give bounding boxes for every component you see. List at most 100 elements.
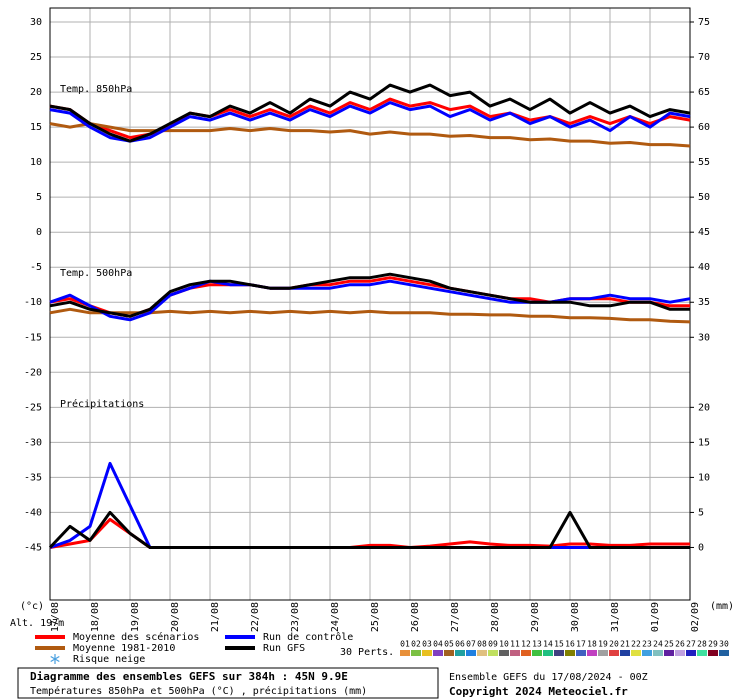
perturbation-swatch	[532, 650, 542, 656]
perturbation-label: 13	[532, 640, 542, 649]
perturbation-swatch	[664, 650, 674, 656]
x-tick-label: 24/08	[330, 602, 341, 632]
perturbation-label: 07	[466, 640, 476, 649]
footer-run: Ensemble GEFS du 17/08/2024 - 00Z	[449, 672, 648, 683]
perturbation-label: 17	[576, 640, 586, 649]
x-tick-label: 29/08	[530, 602, 541, 632]
y2-tick-label: 50	[698, 192, 710, 203]
y-tick-label: 10	[30, 157, 42, 168]
perturbation-swatch	[587, 650, 597, 656]
legend-label: Moyenne 1981-2010	[73, 643, 175, 654]
y-tick-label: -10	[24, 297, 42, 308]
y-tick-label: -40	[24, 507, 42, 518]
perturbation-swatch	[422, 650, 432, 656]
y-tick-label: -35	[24, 472, 42, 483]
perturbation-swatch	[598, 650, 608, 656]
perturbation-label: 03	[422, 640, 432, 649]
perturbation-swatch	[554, 650, 564, 656]
perturbation-swatch	[499, 650, 509, 656]
y-axis-unit: (°c)	[20, 601, 44, 612]
x-tick-label: 21/08	[210, 602, 221, 632]
perturbation-swatch	[686, 650, 696, 656]
perturbation-swatch	[675, 650, 685, 656]
snow-icon	[50, 654, 60, 664]
perturbation-swatch	[510, 650, 520, 656]
perturbation-swatch	[609, 650, 619, 656]
series-line	[49, 307, 691, 324]
perturbation-label: 11	[510, 640, 520, 649]
plot-frame	[49, 7, 691, 601]
perturbation-label: 21	[620, 640, 630, 649]
y-tick-label: -45	[24, 542, 42, 553]
x-tick-label: 01/09	[650, 602, 661, 632]
x-tick-label: 17/08	[50, 602, 61, 632]
perturbation-swatch	[433, 650, 443, 656]
y2-tick-label: 15	[698, 437, 710, 448]
y-tick-label: 20	[30, 87, 42, 98]
legend-label: Run GFS	[263, 643, 305, 654]
perturbation-label: 10	[499, 640, 509, 649]
x-tick-label: 19/08	[130, 602, 141, 632]
x-tick-label: 27/08	[450, 602, 461, 632]
x-tick-label: 20/08	[170, 602, 181, 632]
series-line	[49, 101, 691, 143]
perturbation-swatch	[719, 650, 729, 656]
x-tick-label: 30/08	[570, 602, 581, 632]
y2-tick-label: 20	[698, 402, 710, 413]
perturbation-label: 20	[609, 640, 619, 649]
y2-tick-label: 70	[698, 52, 710, 63]
altitude: Alt. 197m	[10, 618, 64, 629]
perturbation-label: 12	[521, 640, 531, 649]
perturbation-label: 09	[488, 640, 498, 649]
perturbation-label: 24	[653, 640, 663, 649]
y2-tick-label: 0	[698, 542, 704, 553]
y-tick-label: -25	[24, 402, 42, 413]
panel-label: Précipitations	[60, 398, 144, 410]
series-line	[49, 83, 691, 143]
perturbation-label: 28	[697, 640, 707, 649]
perturbation-label: 26	[675, 640, 685, 649]
perturbation-label: 04	[433, 640, 443, 649]
perturbation-swatch	[620, 650, 630, 656]
perturbation-swatch	[444, 650, 454, 656]
y2-axis-unit: (mm)	[710, 601, 734, 612]
y-tick-label: -5	[30, 262, 42, 273]
y2-tick-label: 5	[698, 507, 704, 518]
legend-label: Risque neige	[73, 654, 145, 665]
perturbation-label: 19	[598, 640, 608, 649]
perturbation-swatch	[455, 650, 465, 656]
y-tick-label: 5	[36, 192, 42, 203]
panel-label: Temp. 500hPa	[60, 268, 132, 279]
x-tick-label: 25/08	[370, 602, 381, 632]
y-tick-label: 0	[36, 227, 42, 238]
perturbation-swatch	[708, 650, 718, 656]
perturbation-swatch	[543, 650, 553, 656]
perturbation-label: 23	[642, 640, 652, 649]
perturbation-label: 06	[455, 640, 465, 649]
legend-label: Run de contrôle	[263, 631, 353, 643]
x-tick-label: 23/08	[290, 602, 301, 632]
perturbation-label: 05	[444, 640, 454, 649]
x-tick-label: 22/08	[250, 602, 261, 632]
footer-box	[17, 667, 439, 699]
x-tick-label: 26/08	[410, 602, 421, 632]
y-tick-label: 25	[30, 52, 42, 63]
perturbation-label: 15	[554, 640, 564, 649]
x-tick-label: 02/09	[690, 602, 701, 632]
x-tick-label: 31/08	[610, 602, 621, 632]
perturbation-label: 16	[565, 640, 575, 649]
footer-title: Diagramme des ensembles GEFS sur 384h : …	[30, 670, 348, 683]
perturbation-swatch	[576, 650, 586, 656]
perturbation-label: 27	[686, 640, 696, 649]
perturbation-label: 22	[631, 640, 641, 649]
perturbation-swatch	[466, 650, 476, 656]
perturbation-label: 02	[411, 640, 421, 649]
y2-tick-label: 65	[698, 87, 710, 98]
perturbation-swatch	[697, 650, 707, 656]
perturbation-label: 29	[708, 640, 718, 649]
perturbation-swatch	[488, 650, 498, 656]
perturbation-swatch	[400, 650, 410, 656]
y-tick-label: -20	[24, 367, 42, 378]
y-tick-label: 15	[30, 122, 42, 133]
